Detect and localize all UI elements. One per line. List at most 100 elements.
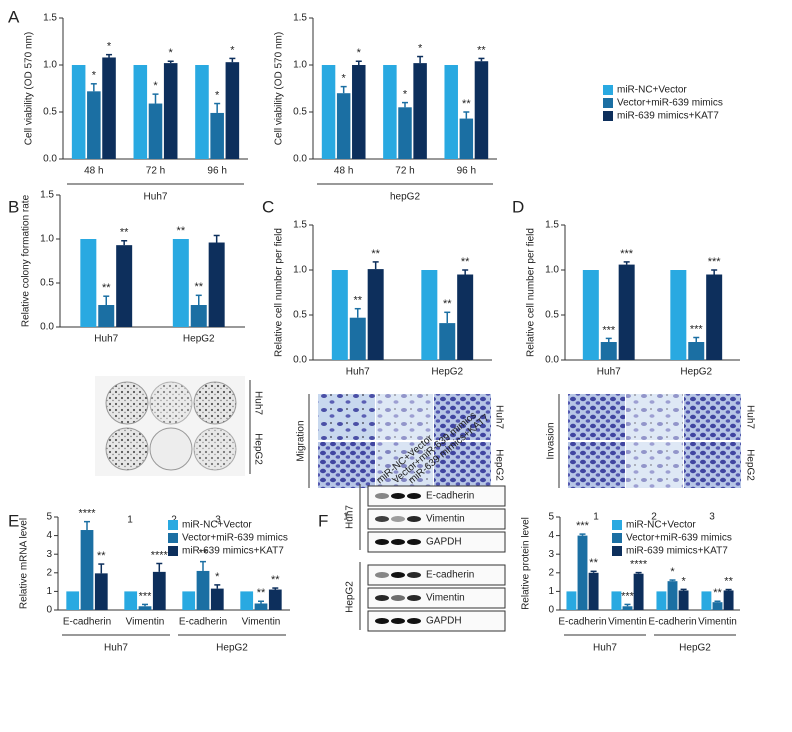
migration-image — [308, 394, 491, 488]
blot-band — [375, 493, 389, 499]
lane-label: 2 — [651, 512, 657, 523]
legend-swatch — [603, 98, 613, 108]
bar — [367, 269, 384, 360]
bar — [588, 572, 599, 610]
x-tick-label: E-cadherin — [558, 617, 606, 628]
x-tick-label: 96 h — [207, 166, 226, 177]
bar — [622, 606, 633, 610]
bar — [600, 342, 617, 360]
y-tick-label: 0.5 — [40, 278, 54, 289]
x-tick-label: E-cadherin — [179, 617, 227, 628]
blot-band — [391, 618, 405, 624]
blot-row-label: E-cadherin — [426, 491, 474, 502]
bar — [688, 342, 705, 360]
bar — [240, 591, 254, 610]
y-tick-label: 0.0 — [293, 355, 307, 366]
bar — [196, 570, 210, 610]
panel-letter: D — [512, 197, 524, 216]
blot-band — [407, 572, 421, 578]
y-tick-label: 1.5 — [43, 13, 57, 24]
significance-label: ** — [199, 548, 208, 560]
significance-label: * — [215, 89, 220, 101]
x-tick-label: Huh7 — [597, 367, 621, 378]
significance-label: ** — [589, 557, 598, 569]
y-tick-label: 1.5 — [293, 220, 307, 231]
bar — [349, 317, 366, 360]
bar — [94, 573, 108, 610]
blot-row-label: GAPDH — [426, 616, 462, 627]
blot-band — [407, 595, 421, 601]
y-tick-label: 0.0 — [40, 322, 54, 333]
y-tick-label: 1.5 — [40, 190, 54, 201]
bar — [116, 245, 133, 327]
bar — [701, 591, 712, 610]
x-tick-label: E-cadherin — [648, 617, 696, 628]
x-tick-label: Vimentin — [126, 617, 165, 628]
y-tick-label: 1 — [548, 586, 554, 597]
bar — [98, 305, 115, 327]
y-tick-label: 0 — [548, 605, 554, 616]
y-tick-label: 1.0 — [293, 265, 307, 276]
significance-label: * — [403, 89, 408, 101]
x-tick-label: Vimentin — [608, 617, 647, 628]
y-tick-label: 0.5 — [293, 310, 307, 321]
legend-label: miR-639 mimics+KAT7 — [626, 546, 728, 557]
side-label: Migration — [296, 420, 307, 461]
bar — [87, 91, 101, 159]
side-label: HepG2 — [493, 449, 504, 481]
blot-band — [375, 572, 389, 578]
blot-row-label: Vimentin — [426, 593, 465, 604]
bar — [444, 65, 458, 159]
blot-row — [367, 485, 506, 507]
bar — [208, 242, 225, 327]
significance-label: ** — [477, 44, 486, 56]
significance-label: * — [681, 575, 686, 587]
x-tick-label: HepG2 — [431, 367, 463, 378]
side-label: Huh7 — [345, 505, 356, 529]
bar — [80, 530, 94, 610]
significance-label: **** — [151, 549, 169, 561]
significance-label: *** — [690, 323, 704, 335]
x-tick-label: 48 h — [334, 166, 353, 177]
y-tick-label: 2 — [46, 567, 52, 578]
blot-row-label: GAPDH — [426, 537, 462, 548]
bar — [723, 590, 734, 610]
legend-label: Vector+miR-639 mimics — [617, 98, 723, 109]
side-label: Huh7 — [252, 391, 263, 415]
bar — [421, 270, 438, 360]
significance-label: *** — [621, 590, 635, 602]
y-tick-label: 1.0 — [293, 60, 307, 71]
legend-swatch — [168, 520, 178, 530]
legend-swatch — [168, 533, 178, 543]
significance-label: ** — [120, 227, 129, 239]
legend-label: miR-NC+Vector — [626, 520, 696, 531]
x-tick-label: 48 h — [84, 166, 103, 177]
group-label: hepG2 — [390, 192, 420, 203]
legend-swatch — [612, 533, 622, 543]
blot-band — [375, 516, 389, 522]
bar — [163, 63, 178, 160]
bar — [172, 239, 189, 327]
bar — [254, 603, 268, 610]
significance-label: ** — [353, 295, 362, 307]
bar — [268, 589, 282, 610]
bar — [706, 274, 723, 360]
group-label: Huh7 — [144, 192, 168, 203]
significance-label: * — [92, 70, 97, 82]
significance-label: *** — [620, 248, 634, 260]
bar — [670, 270, 687, 360]
bar — [66, 591, 80, 610]
legend-swatch — [603, 85, 613, 95]
lane-label: 1 — [593, 512, 599, 523]
blot-band — [407, 516, 421, 522]
bar — [457, 274, 474, 360]
significance-label: *** — [576, 520, 590, 532]
blot-row — [367, 564, 506, 586]
x-tick-label: 72 h — [146, 166, 165, 177]
blot-row-label: Vimentin — [426, 514, 465, 525]
group-label: HepG2 — [679, 643, 711, 654]
group-label: HepG2 — [216, 643, 248, 654]
significance-label: * — [418, 42, 423, 54]
blot-band — [407, 539, 421, 545]
